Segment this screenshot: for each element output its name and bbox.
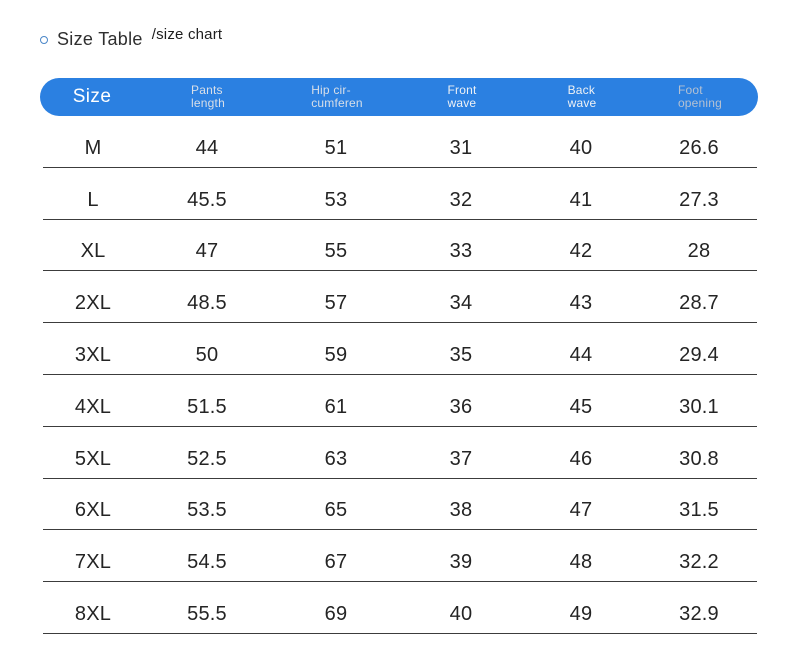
cell-value: 50 xyxy=(195,343,219,366)
cell-value: 30.1 xyxy=(679,395,719,418)
cell-size: 5XL xyxy=(74,447,112,470)
cell-value: 61 xyxy=(324,395,348,418)
header-line: wave xyxy=(567,96,597,110)
cell-value: 52.5 xyxy=(187,447,227,470)
cell-value: 51 xyxy=(324,136,348,159)
cell-size: XL xyxy=(80,240,106,263)
cell-value: 69 xyxy=(324,602,348,625)
header-line: wave xyxy=(447,96,477,110)
cell-value: 42 xyxy=(569,240,593,263)
cell-value: 67 xyxy=(324,551,348,574)
column-header-size: Size xyxy=(72,86,112,107)
header-line: length xyxy=(191,96,225,110)
cell-value: 43 xyxy=(569,292,593,315)
cell-value: 35 xyxy=(449,343,473,366)
cell-value: 51.5 xyxy=(187,395,227,418)
cell-value: 54.5 xyxy=(187,551,227,574)
cell-value: 28 xyxy=(687,240,711,263)
table-row: 2XL 48.5 57 34 43 28.7 xyxy=(43,271,757,324)
cell-value: 47 xyxy=(569,499,593,522)
cell-value: 48.5 xyxy=(187,292,227,315)
cell-size: 2XL xyxy=(74,292,112,315)
cell-value: 28.7 xyxy=(679,292,719,315)
table-row: 6XL 53.5 65 38 47 31.5 xyxy=(43,479,757,531)
table-body: M 44 51 31 40 26.6 L 45.5 53 32 41 27.3 … xyxy=(43,116,757,634)
cell-size: 4XL xyxy=(74,395,112,418)
cell-value: 29.4 xyxy=(679,343,719,366)
cell-size: 6XL xyxy=(74,499,112,522)
cell-value: 57 xyxy=(324,292,348,315)
cell-value: 32 xyxy=(449,188,473,211)
table-row: 4XL 51.5 61 36 45 30.1 xyxy=(43,375,757,427)
cell-value: 46 xyxy=(569,447,593,470)
cell-value: 53.5 xyxy=(187,499,227,522)
cell-value: 63 xyxy=(324,447,348,470)
cell-value: 53 xyxy=(324,188,348,211)
cell-value: 36 xyxy=(449,395,473,418)
table-row: 7XL 54.5 67 39 48 32.2 xyxy=(43,530,757,583)
table-row: L 45.5 53 32 41 27.3 xyxy=(43,168,757,220)
circle-outline-icon xyxy=(40,35,48,44)
cell-value: 37 xyxy=(449,447,473,470)
cell-value: 27.3 xyxy=(679,188,719,211)
cell-value: 31 xyxy=(449,136,473,159)
cell-value: 40 xyxy=(449,602,473,625)
cell-value: 31.5 xyxy=(679,499,719,522)
table-header: Size Pants length Hip cir- cumferen Fron… xyxy=(40,78,758,116)
page-title: Size Table /size chart xyxy=(40,26,223,50)
cell-size: 8XL xyxy=(74,602,112,625)
cell-size: L xyxy=(87,188,99,211)
cell-size: 7XL xyxy=(74,551,112,574)
cell-size: 3XL xyxy=(74,343,112,366)
cell-value: 59 xyxy=(324,343,348,366)
cell-value: 32.9 xyxy=(679,602,719,625)
cell-value: 49 xyxy=(569,602,593,625)
table-row: M 44 51 31 40 26.6 xyxy=(43,116,757,168)
column-header-foot-opening: Foot opening xyxy=(642,78,758,116)
cell-value: 65 xyxy=(324,499,348,522)
header-line: Foot xyxy=(677,83,703,97)
cell-value: 40 xyxy=(569,136,593,159)
cell-value: 26.6 xyxy=(679,136,719,159)
cell-value: 44 xyxy=(569,343,593,366)
cell-value: 34 xyxy=(449,292,473,315)
column-header-back-wave: Back wave xyxy=(522,78,642,116)
table-row: 5XL 52.5 63 37 46 30.8 xyxy=(43,427,757,479)
cell-value: 39 xyxy=(449,551,473,574)
cell-value: 45 xyxy=(569,395,593,418)
column-header-hip-circumference: Hip cir- cumferen xyxy=(272,78,402,116)
cell-value: 55.5 xyxy=(187,602,227,625)
header-line: Back xyxy=(567,83,596,97)
cell-value: 41 xyxy=(569,188,593,211)
cell-value: 48 xyxy=(569,551,593,574)
cell-value: 44 xyxy=(195,136,219,159)
title-subtitle: /size chart xyxy=(151,26,223,43)
column-header-pants-length: Pants length xyxy=(144,78,272,116)
cell-value: 38 xyxy=(449,499,473,522)
header-line: Hip cir- xyxy=(311,83,351,97)
column-header-front-wave: Front wave xyxy=(402,78,522,116)
header-line: Front xyxy=(447,83,477,97)
header-line: cumferen xyxy=(311,96,363,110)
cell-value: 45.5 xyxy=(187,188,227,211)
cell-value: 30.8 xyxy=(679,447,719,470)
table-row: XL 47 55 33 42 28 xyxy=(43,220,757,272)
table-row: 3XL 50 59 35 44 29.4 xyxy=(43,323,757,375)
cell-value: 32.2 xyxy=(679,551,719,574)
cell-value: 47 xyxy=(195,240,219,263)
title-main: Size Table xyxy=(57,29,143,49)
cell-value: 33 xyxy=(449,240,473,263)
header-line: Pants xyxy=(191,83,223,97)
table-row: 8XL 55.5 69 40 49 32.9 xyxy=(43,582,757,634)
cell-size: M xyxy=(84,136,102,159)
cell-value: 55 xyxy=(324,240,348,263)
header-line: opening xyxy=(677,96,723,110)
